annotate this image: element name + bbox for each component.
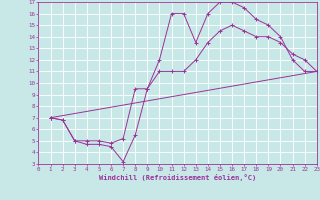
X-axis label: Windchill (Refroidissement éolien,°C): Windchill (Refroidissement éolien,°C) [99,174,256,181]
